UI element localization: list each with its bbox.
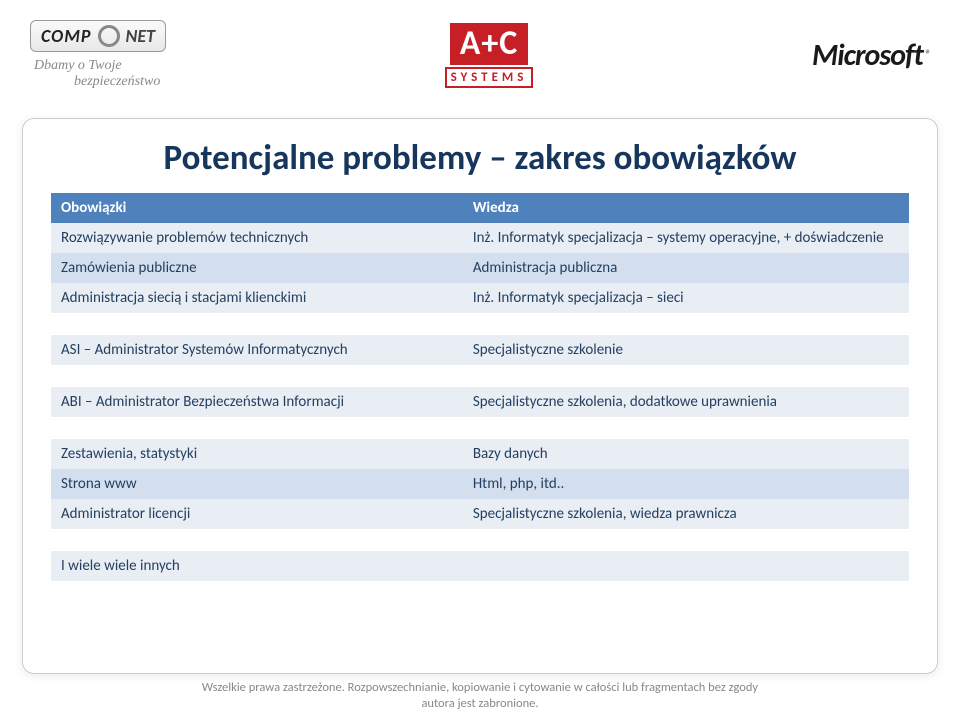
spacer-row (51, 313, 909, 335)
table-row: I wiele wiele innych (51, 551, 909, 581)
cell-knowledge: Specjalistyczne szkolenia, wiedza prawni… (463, 499, 909, 529)
cell-duty: ASI – Administrator Systemów Informatycz… (51, 335, 463, 365)
duties-table: ObowiązkiWiedzaRozwiązywanie problemów t… (51, 193, 909, 581)
header-col-1: Obowiązki (51, 193, 463, 223)
cell-knowledge: Specjalistyczne szkolenia, dodatkowe upr… (463, 387, 909, 417)
footer-line2: autora jest zabronione. (421, 696, 538, 711)
header-logos: COMP NET Dbamy o Twoje bezpieczeństwo A+… (0, 0, 960, 100)
cell-duty: I wiele wiele innych (51, 551, 463, 581)
ac-box: A+C (450, 23, 529, 65)
spacer-row (51, 417, 909, 439)
compnet-net-text: NET (126, 25, 156, 47)
tagline-line1: Dbamy o Twoje (34, 58, 122, 73)
cell-knowledge (463, 551, 909, 581)
cell-duty: Administrator licencji (51, 499, 463, 529)
compnet-logo: COMP NET Dbamy o Twoje bezpieczeństwo (30, 20, 166, 90)
table-row: Zamówienia publiczneAdministracja public… (51, 253, 909, 283)
microsoft-logo: Microsoft ® (812, 37, 930, 74)
swirl-icon (98, 25, 120, 47)
cell-duty: Strona www (51, 469, 463, 499)
table-row: Strona wwwHtml, php, itd.. (51, 469, 909, 499)
cell-knowledge: Html, php, itd.. (463, 469, 909, 499)
cell-knowledge: Specjalistyczne szkolenie (463, 335, 909, 365)
ac-systems-text: SYSTEMS (445, 67, 534, 88)
footer-copyright: Wszelkie prawa zastrzeżone. Rozpowszechn… (0, 680, 960, 713)
spacer-row (51, 529, 909, 551)
cell-knowledge: Inż. Informatyk specjalizacja – sieci (463, 283, 909, 313)
microsoft-text: Microsoft (812, 37, 923, 74)
cell-duty: Zestawienia, statystyki (51, 439, 463, 469)
content-frame: Potencjalne problemy – zakres obowiązków… (22, 118, 938, 674)
cell-duty: ABI – Administrator Bezpieczeństwa Infor… (51, 387, 463, 417)
tagline-line2: bezpieczeństwo (34, 74, 160, 89)
cell-duty: Rozwiązywanie problemów technicznych (51, 223, 463, 253)
table-row: Zestawienia, statystykiBazy danych (51, 439, 909, 469)
compnet-tagline: Dbamy o Twoje bezpieczeństwo (30, 58, 160, 90)
spacer-row (51, 365, 909, 387)
table-row: ASI – Administrator Systemów Informatycz… (51, 335, 909, 365)
table-row: Administracja siecią i stacjami kliencki… (51, 283, 909, 313)
cell-knowledge: Inż. Informatyk specjalizacja – systemy … (463, 223, 909, 253)
cell-duty: Administracja siecią i stacjami kliencki… (51, 283, 463, 313)
registered-icon: ® (925, 48, 930, 62)
table-row: ABI – Administrator Bezpieczeństwa Infor… (51, 387, 909, 417)
footer-line1: Wszelkie prawa zastrzeżone. Rozpowszechn… (202, 680, 758, 695)
header-col-2: Wiedza (463, 193, 909, 223)
table-row: Administrator licencjiSpecjalistyczne sz… (51, 499, 909, 529)
slide-title: Potencjalne problemy – zakres obowiązków (51, 137, 909, 179)
cell-knowledge: Bazy danych (463, 439, 909, 469)
table-row: Rozwiązywanie problemów technicznychInż.… (51, 223, 909, 253)
cell-duty: Zamówienia publiczne (51, 253, 463, 283)
compnet-comp-text: COMP (41, 25, 92, 47)
cell-knowledge: Administracja publiczna (463, 253, 909, 283)
ac-main-text: A+C (460, 23, 519, 64)
compnet-badge: COMP NET (30, 20, 166, 52)
ac-systems-logo: A+C SYSTEMS (445, 23, 534, 88)
table-header-row: ObowiązkiWiedza (51, 193, 909, 223)
